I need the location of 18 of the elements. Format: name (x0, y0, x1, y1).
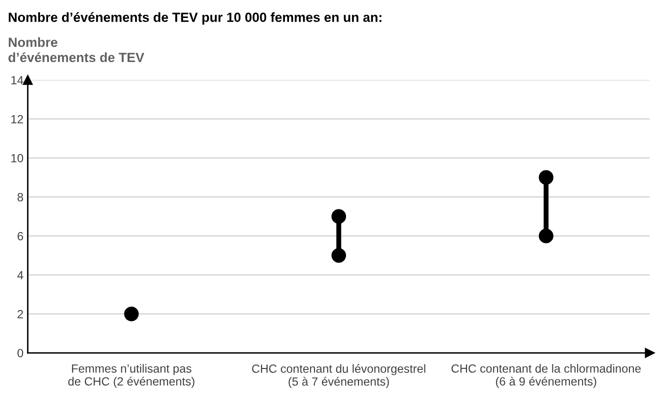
y-tick-label: 4 (17, 271, 24, 280)
point (538, 228, 554, 244)
y-tick-label: 0 (17, 348, 24, 358)
y-tick-label: 2 (18, 310, 24, 318)
y-tick-label: 6 (18, 232, 24, 240)
y-tick-label: 8 (18, 192, 24, 202)
chart-title: Nombre d’événements de TEV pur 10 000 femmes en un an: (8, 12, 382, 25)
x-tick-label: Femmes n’utilisant pas de CHC (2 événements) (68, 364, 194, 388)
y-tick-label: 12 (11, 114, 24, 124)
y-axis-title: Nombre d’événements de TEV (8, 37, 144, 62)
point (331, 209, 346, 224)
y-tick-label: 14 (11, 76, 24, 84)
point (124, 306, 139, 322)
point (331, 248, 346, 263)
x-tick-label: CHC contenant de la chlormadinone (6 à 9 événements) (452, 364, 641, 388)
y-tick-label: 10 (11, 154, 24, 162)
x-tick-label: CHC contenant du lévonorgestrel (5 à 7 événements) (252, 364, 426, 388)
point (538, 170, 554, 185)
